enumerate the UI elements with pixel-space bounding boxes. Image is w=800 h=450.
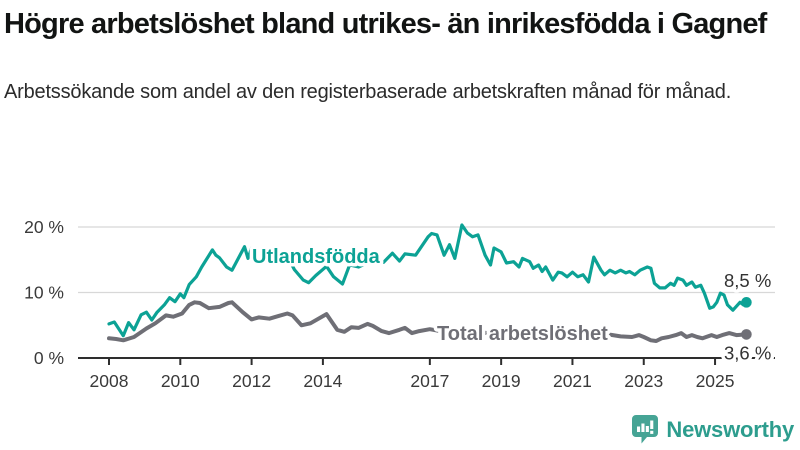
page-title: Högre arbetslöshet bland utrikes- än inr… bbox=[4, 8, 767, 40]
brand-footer: Newsworthy bbox=[631, 414, 794, 445]
x-tick-label: 2010 bbox=[161, 371, 200, 391]
series-label-utlandsfodda: Utlandsfödda bbox=[252, 246, 381, 268]
x-tick-label: 2023 bbox=[624, 371, 663, 391]
brand-name: Newsworthy bbox=[666, 416, 794, 442]
end-value-label-utlandsfodda: 8,5 % bbox=[724, 270, 771, 291]
end-dot-total-arbetsloshet bbox=[741, 329, 752, 340]
x-tick-label: 2025 bbox=[696, 371, 735, 391]
series-line-total-arbetsloshet bbox=[107, 300, 749, 343]
newsworthy-logo-icon bbox=[632, 415, 659, 444]
x-tick-label: 2021 bbox=[553, 371, 592, 391]
x-tick-label: 2019 bbox=[482, 371, 521, 391]
y-tick-label: 20 % bbox=[24, 217, 64, 237]
x-tick-label: 2017 bbox=[410, 371, 449, 391]
end-dot-utlandsfodda bbox=[741, 297, 752, 308]
x-tick-label: 2012 bbox=[232, 371, 271, 391]
end-value-label-total-arbetsloshet: 3,6 % bbox=[724, 343, 771, 364]
y-tick-label: 10 % bbox=[24, 283, 64, 303]
y-tick-label: 0 % bbox=[34, 348, 64, 368]
x-tick-label: 2014 bbox=[303, 371, 342, 391]
series-line-utlandsfodda bbox=[107, 223, 749, 338]
x-tick-label: 2008 bbox=[90, 371, 129, 391]
unemployment-line-chart: 2008 2010 2012 2014 2017 2019 2021 2023 2025 0 % 1… bbox=[24, 217, 775, 391]
series-label-total-arbetsloshet: Total arbetslöshet bbox=[437, 323, 608, 345]
page-subtitle: Arbetssökande som andel av den registerb… bbox=[4, 80, 732, 103]
